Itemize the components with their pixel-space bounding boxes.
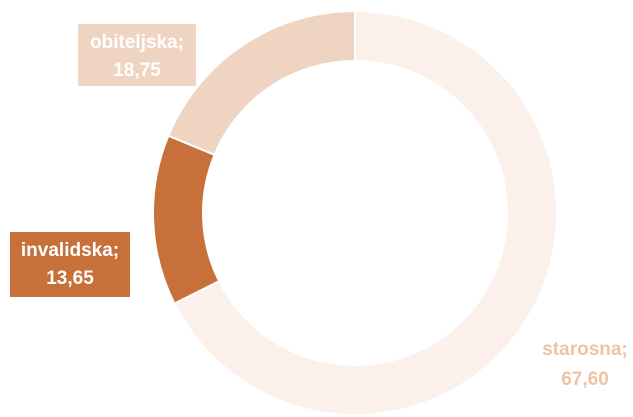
donut-segment <box>173 9 558 416</box>
category-label: starosna; <box>542 339 628 360</box>
value-label: 18,75 <box>113 60 161 81</box>
label-box <box>10 232 130 297</box>
donut-segment <box>167 9 356 157</box>
value-label: 13,65 <box>46 268 94 289</box>
category-label: obiteljska; <box>90 32 184 53</box>
value-label: 67,60 <box>561 369 609 390</box>
donut-segment <box>152 134 221 305</box>
label-box <box>78 24 196 86</box>
category-label: invalidska; <box>21 240 119 261</box>
